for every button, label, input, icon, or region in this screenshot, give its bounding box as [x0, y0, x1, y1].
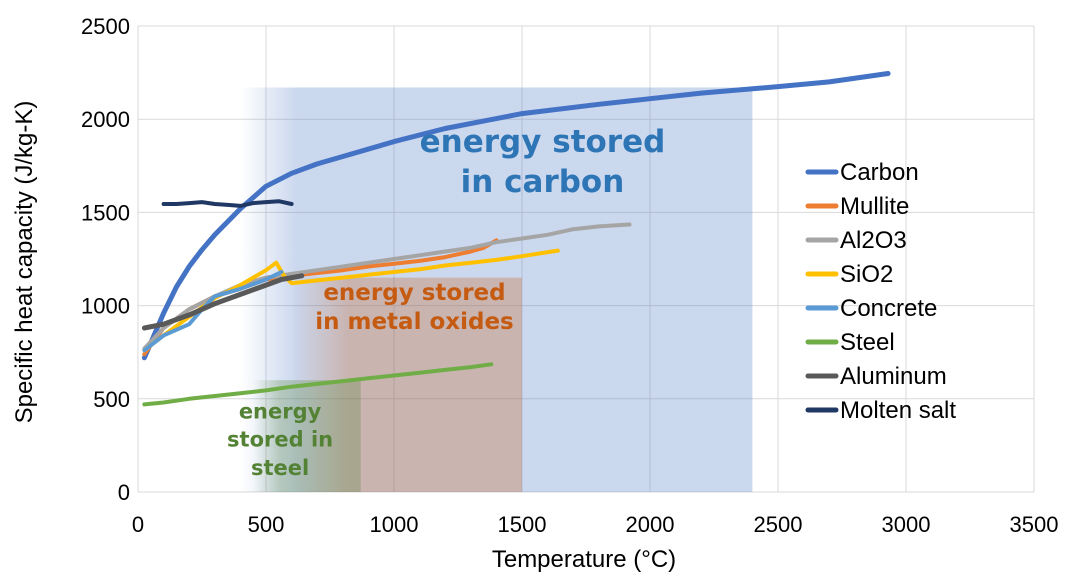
legend: Carbon Mullite Al2O3 SiO2 Concrete Steel Alumi… [805, 159, 956, 424]
region-label-metal-oxides: energy stored [323, 280, 505, 306]
region-label-carbon: in carbon [461, 164, 625, 200]
legend-label-sio2: SiO2 [840, 261, 893, 288]
y-tick-label: 2500 [81, 14, 130, 39]
x-tick-label: 500 [248, 512, 285, 537]
shaded-regions [240, 87, 753, 493]
region-label-steel: stored in [227, 427, 333, 451]
series-line-aluminum [141, 273, 305, 331]
region-steel [253, 380, 361, 492]
legend-label-concrete: Concrete [840, 295, 937, 322]
y-axis-title: Specific heat capacity (J/kg-K) [11, 101, 38, 424]
x-tick-label: 3000 [882, 512, 931, 537]
x-tick-label: 3500 [1010, 512, 1059, 537]
legend-label-aluminum: Aluminum [840, 363, 947, 390]
x-tick-label: 1000 [370, 512, 419, 537]
legend-label-mullite: Mullite [840, 193, 909, 220]
x-tick-label: 1500 [498, 512, 547, 537]
series-line-molten-salt [161, 199, 294, 208]
y-tick-label: 1000 [81, 294, 130, 319]
x-tick-label: 2500 [754, 512, 803, 537]
region-labels: energy stored in carbon energy stored in me… [227, 124, 665, 480]
legend-label-steel: Steel [840, 329, 895, 356]
region-label-carbon: energy stored [420, 124, 666, 160]
x-axis-title: Temperature (°C) [492, 546, 676, 573]
legend-label-molten-salt: Molten salt [840, 397, 956, 424]
y-tick-label: 1500 [81, 200, 130, 225]
y-tick-label: 500 [93, 387, 130, 412]
region-label-metal-oxides: in metal oxides [315, 309, 514, 335]
series-lines [141, 71, 891, 407]
y-tick-label: 0 [118, 480, 130, 505]
y-tick-label: 2000 [81, 107, 130, 132]
axes: 0 500 1000 1500 2000 2500 0 500 1000 1500 2000 2500… [81, 14, 1058, 537]
series-line-carbon [141, 71, 891, 361]
region-label-steel: steel [251, 456, 309, 480]
series-line-steel [142, 362, 494, 407]
x-tick-label: 2000 [626, 512, 675, 537]
x-tick-label: 0 [132, 512, 144, 537]
region-label-steel: energy [239, 399, 322, 423]
legend-label-al2o3: Al2O3 [840, 227, 907, 254]
legend-label-carbon: Carbon [840, 159, 919, 186]
